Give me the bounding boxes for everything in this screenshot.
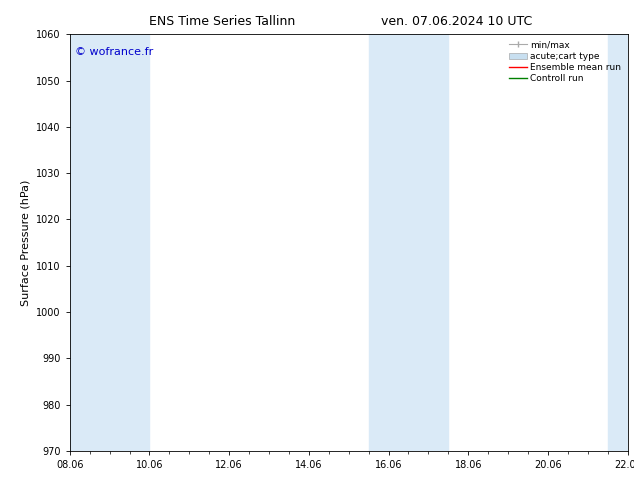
Bar [368, 34, 448, 451]
Text: © wofrance.fr: © wofrance.fr [75, 47, 153, 57]
Y-axis label: Surface Pressure (hPa): Surface Pressure (hPa) [20, 179, 30, 306]
Legend: min/max, acute;cart type, Ensemble mean run, Controll run: min/max, acute;cart type, Ensemble mean … [507, 39, 623, 85]
Text: ENS Time Series Tallinn: ENS Time Series Tallinn [149, 15, 295, 28]
Bar [70, 34, 150, 451]
Text: ven. 07.06.2024 10 UTC: ven. 07.06.2024 10 UTC [381, 15, 532, 28]
Bar [608, 34, 634, 451]
